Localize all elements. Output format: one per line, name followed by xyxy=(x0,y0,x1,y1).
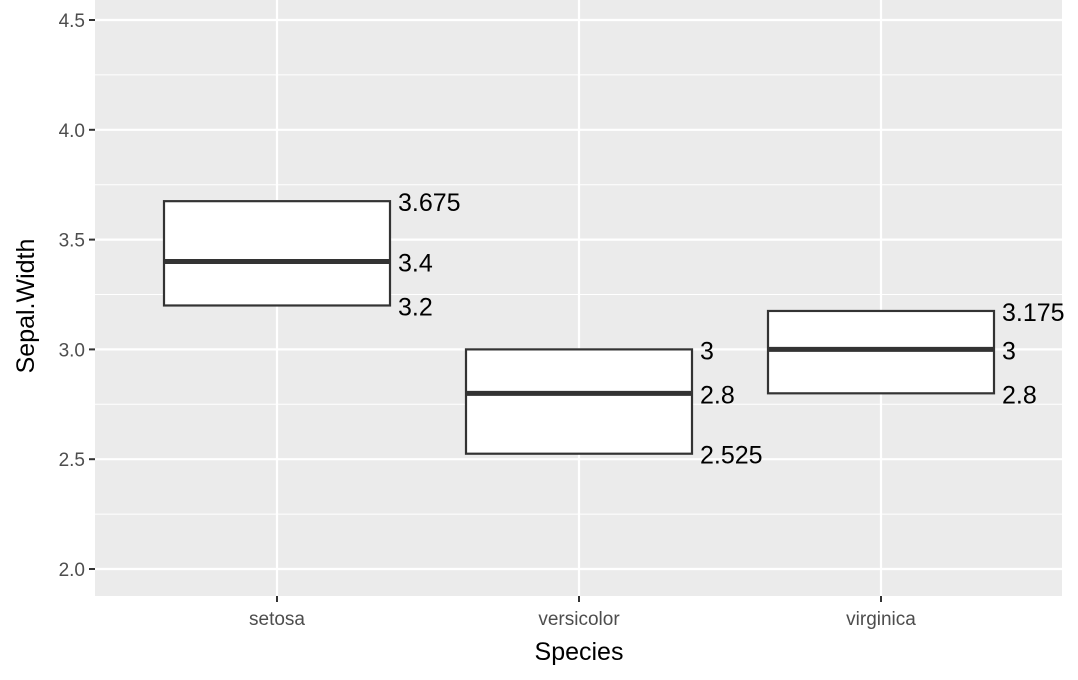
label-lower-versicolor: 2.525 xyxy=(700,442,763,470)
y-tick-label: 2.5 xyxy=(59,450,85,471)
x-axis-title: Species xyxy=(535,638,624,666)
y-tick-label: 3.5 xyxy=(59,231,85,252)
y-tick-label: 4.5 xyxy=(59,11,85,32)
label-upper-virginica: 3.175 xyxy=(1002,299,1065,327)
y-tick-label: 4.0 xyxy=(59,121,85,142)
plot-area: 2.0 2.5 3.0 3.5 4.0 4.5 setosa versicolor virgin… xyxy=(59,0,1065,630)
crossbar-box-versicolor xyxy=(464,348,694,455)
x-tick-label-setosa: setosa xyxy=(249,609,305,630)
x-tick-label-virginica: virginica xyxy=(846,609,916,630)
crossbar-box-virginica xyxy=(766,309,996,395)
label-upper-versicolor: 3 xyxy=(700,337,714,365)
label-upper-setosa: 3.675 xyxy=(398,189,461,217)
x-tick-label-versicolor: versicolor xyxy=(538,609,620,630)
label-middle-virginica: 3 xyxy=(1002,337,1016,365)
y-axis-title: Sepal.Width xyxy=(12,239,40,374)
y-tick-label: 3.0 xyxy=(59,340,85,361)
y-tick-label: 2.0 xyxy=(59,560,85,581)
label-middle-versicolor: 2.8 xyxy=(700,381,735,409)
label-lower-virginica: 2.8 xyxy=(1002,381,1037,409)
crossbar-box-setosa xyxy=(162,200,392,307)
label-lower-setosa: 3.2 xyxy=(398,293,433,321)
value-labels: 3.675 3.4 3.2 3 2.8 2.525 3.175 3 2.8 xyxy=(398,189,1065,470)
label-middle-setosa: 3.4 xyxy=(398,250,433,278)
